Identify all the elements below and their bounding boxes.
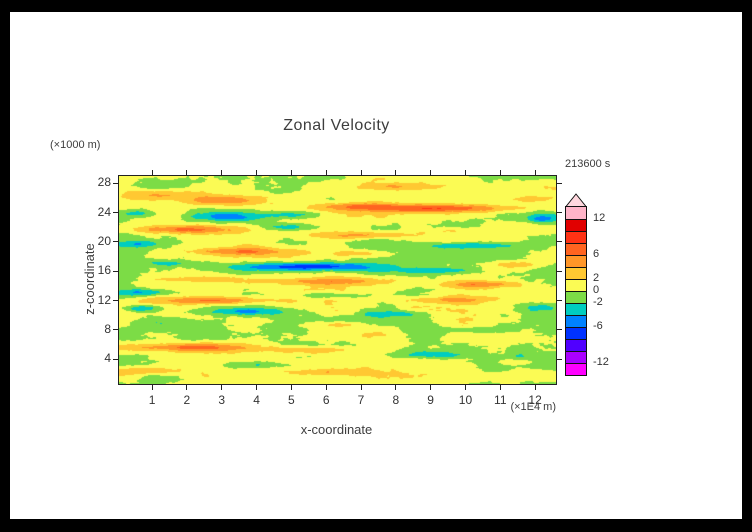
colorbar-band bbox=[566, 315, 586, 327]
plot-area: 1 2 3 4 5 6 7 8 9 10 11 12 4 8 12 16 20 24 28 bbox=[98, 170, 562, 407]
z-tick-left bbox=[113, 358, 118, 360]
colorbar-band bbox=[566, 243, 586, 255]
colorbar-tick-label: 0 bbox=[593, 284, 600, 296]
z-tick-left bbox=[113, 270, 118, 272]
x-tick-bottom bbox=[186, 385, 188, 390]
z-tick-label: 12 bbox=[97, 292, 111, 307]
x-tick-top bbox=[325, 170, 327, 175]
x-tick-top bbox=[464, 170, 466, 175]
z-axis-title: z-coordinate bbox=[82, 243, 97, 315]
x-tick-bottom bbox=[360, 385, 362, 390]
x-tick-top bbox=[360, 170, 362, 175]
x-tick-label: 4 bbox=[253, 393, 260, 407]
z-tick-right bbox=[557, 241, 562, 243]
colorbar-band bbox=[566, 231, 586, 243]
x-tick-label: 10 bbox=[458, 393, 473, 407]
x-tick-label: 5 bbox=[288, 393, 295, 407]
colorbar-over-triangle bbox=[565, 193, 587, 207]
z-tick-label: 28 bbox=[97, 175, 111, 190]
colorbar-band bbox=[566, 351, 586, 363]
z-tick-right bbox=[557, 270, 562, 272]
x-tick-top bbox=[221, 170, 223, 175]
z-tick-right bbox=[557, 329, 562, 331]
z-tick-label: 16 bbox=[97, 263, 111, 278]
x-tick-top bbox=[395, 170, 397, 175]
x-tick-top bbox=[499, 170, 501, 175]
x-tick-bottom bbox=[151, 385, 153, 390]
z-tick-label: 20 bbox=[97, 233, 111, 248]
z-tick-left bbox=[113, 329, 118, 331]
x-tick-bottom bbox=[464, 385, 466, 390]
x-tick-label: 12 bbox=[528, 393, 542, 407]
z-tick-label: 24 bbox=[97, 204, 111, 219]
colorbar-band bbox=[566, 339, 586, 351]
x-tick-top bbox=[186, 170, 188, 175]
heatmap-canvas bbox=[119, 176, 556, 384]
x-tick-label: 3 bbox=[218, 393, 226, 407]
colorbar-band bbox=[566, 303, 586, 315]
x-tick-bottom bbox=[221, 385, 223, 390]
x-axis-title: x-coordinate bbox=[300, 422, 373, 437]
chart-title: Zonal Velocity bbox=[283, 117, 390, 134]
x-tick-bottom bbox=[395, 385, 397, 390]
z-tick-right bbox=[557, 300, 562, 301]
x-tick-bottom bbox=[290, 385, 292, 390]
x-tick-top bbox=[534, 170, 536, 175]
colorbar-tick-label: 12 bbox=[593, 212, 606, 224]
colorbar-band bbox=[566, 219, 586, 231]
colorbar-band bbox=[566, 255, 586, 267]
colorbar-band bbox=[566, 327, 586, 339]
z-tick-right bbox=[557, 212, 562, 214]
x-tick-label: 1 bbox=[148, 393, 156, 407]
x-tick-label: 8 bbox=[392, 393, 400, 407]
x-tick-bottom bbox=[325, 385, 327, 390]
z-tick-left bbox=[113, 241, 118, 243]
x-tick-top bbox=[430, 170, 432, 175]
colorbar-tick-label: -6 bbox=[593, 320, 603, 332]
colorbar-band bbox=[566, 291, 586, 303]
colorbar-band bbox=[566, 267, 586, 279]
colorbar-band bbox=[566, 279, 586, 291]
colorbar: 12 6 2 0 -2 -6 -12 bbox=[565, 193, 635, 393]
x-tick-bottom bbox=[430, 385, 432, 390]
x-tick-top bbox=[256, 170, 258, 175]
x-tick-bottom bbox=[256, 385, 258, 390]
colorbar-tick-label: 2 bbox=[593, 272, 600, 284]
z-tick-label: 8 bbox=[104, 321, 111, 336]
z-tick-left bbox=[113, 212, 118, 214]
z-tick-right bbox=[557, 358, 562, 360]
x-tick-label: 9 bbox=[427, 393, 434, 407]
x-tick-bottom bbox=[499, 385, 501, 390]
z-tick-right bbox=[557, 182, 562, 184]
z-tick-left bbox=[113, 182, 118, 184]
x-tick-bottom bbox=[534, 385, 536, 390]
x-axis-unit-label: (×1E4 m) bbox=[510, 401, 556, 413]
x-tick-label: 6 bbox=[322, 393, 330, 407]
colorbar-bands bbox=[565, 206, 587, 376]
colorbar-band bbox=[566, 363, 586, 375]
colorbar-band bbox=[566, 207, 586, 219]
colorbar-over-triangle-shape bbox=[565, 193, 587, 207]
x-tick-label: 2 bbox=[183, 393, 191, 407]
timestamp-label: 213600 s bbox=[565, 158, 611, 170]
colorbar-tick-label: 6 bbox=[593, 248, 600, 260]
x-tick-top bbox=[290, 170, 292, 175]
colorbar-tick-label: -2 bbox=[593, 296, 603, 308]
x-tick-label: 7 bbox=[357, 393, 365, 407]
z-axis-unit-label: (×1000 m) bbox=[50, 139, 101, 151]
colorbar-tick-label: -12 bbox=[593, 356, 609, 368]
x-tick-label: 11 bbox=[494, 393, 507, 407]
x-tick-top bbox=[151, 170, 153, 175]
z-tick-label: 4 bbox=[104, 351, 111, 366]
z-tick-left bbox=[113, 300, 118, 301]
